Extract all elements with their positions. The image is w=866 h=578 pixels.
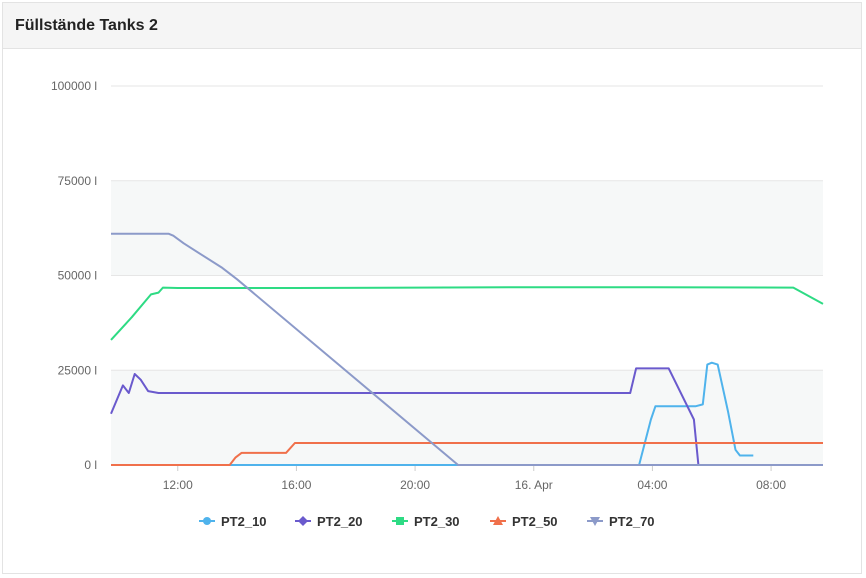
legend-label: PT2_30 bbox=[414, 514, 460, 529]
x-tick-label: 08:00 bbox=[756, 478, 786, 492]
legend-label: PT2_70 bbox=[609, 514, 655, 529]
y-tick-label: 50000 l bbox=[58, 269, 97, 283]
plot-band bbox=[111, 370, 823, 465]
legend-marker-diamond bbox=[298, 516, 308, 526]
legend-label: PT2_10 bbox=[221, 514, 267, 529]
series-line-pt2-30 bbox=[110, 286, 824, 341]
x-tick-label: 16. Apr bbox=[515, 478, 553, 492]
y-tick-label: 75000 l bbox=[58, 174, 97, 188]
legend-item-pt2-70[interactable]: PT2_70 bbox=[587, 514, 655, 529]
x-tick-label: 12:00 bbox=[163, 478, 193, 492]
series-line-pt2-50 bbox=[111, 442, 823, 466]
legend-item-pt2-50[interactable]: PT2_50 bbox=[490, 514, 558, 529]
plot-band bbox=[111, 180, 823, 276]
x-tick-label: 04:00 bbox=[637, 478, 667, 492]
legend-marker-circle bbox=[203, 517, 211, 525]
series-line-pt2-20 bbox=[110, 367, 823, 466]
legend-marker-square bbox=[396, 517, 404, 525]
panel-header: Füllstände Tanks 2 bbox=[3, 3, 861, 49]
legend-marker-triangle-down bbox=[590, 517, 600, 526]
legend-item-pt2-10[interactable]: PT2_10 bbox=[199, 514, 267, 529]
line-chart: 0 l 25000 l 50000 l 75000 l 100000 l 12:00 16:… bbox=[51, 79, 824, 529]
y-tick-label: 25000 l bbox=[58, 363, 97, 377]
legend-item-pt2-20[interactable]: PT2_20 bbox=[295, 514, 363, 529]
legend-label: PT2_20 bbox=[317, 514, 363, 529]
legend-label: PT2_50 bbox=[512, 514, 558, 529]
y-tick-label: 0 l bbox=[84, 458, 97, 472]
legend-item-pt2-30[interactable]: PT2_30 bbox=[392, 514, 460, 529]
x-tick-label: 20:00 bbox=[400, 478, 430, 492]
chart-area: 0 l 25000 l 50000 l 75000 l 100000 l 12:00 16:… bbox=[3, 49, 861, 573]
y-tick-label: 100000 l bbox=[51, 79, 97, 93]
series-line-pt2-70 bbox=[111, 232, 823, 466]
panel-title: Füllstände Tanks 2 bbox=[15, 16, 158, 34]
legend-marker-triangle bbox=[493, 516, 503, 525]
x-tick-label: 16:00 bbox=[281, 478, 311, 492]
